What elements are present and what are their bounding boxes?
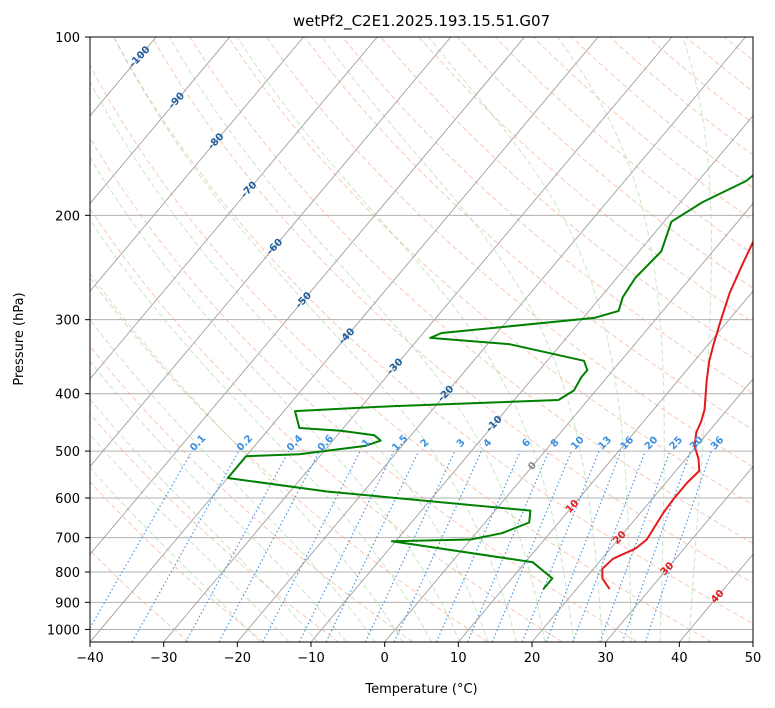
profile-series [226,174,753,590]
dry-adiabat [227,37,753,506]
skewed-isotherm [90,37,231,205]
moist-adiabat [90,272,404,642]
mixing-ratio-lines [90,450,712,642]
dry-adiabat [151,37,753,584]
moist-adiabat [321,37,603,642]
moist-adiabat [90,80,489,642]
mixing-ratio-line [325,450,420,642]
x-tick-label: 20 [524,651,541,666]
y-tick-label: 300 [55,314,80,329]
x-tick-label: 0 [381,651,389,666]
mixing-ratio-line [393,450,482,642]
skewed-isotherm [90,37,452,468]
mixing-ratio-line [90,450,193,629]
moist-adiabat [113,37,517,642]
mixing-ratio-line [131,450,240,642]
moist-adiabats [90,37,712,642]
y-tick-label: 400 [55,388,80,403]
x-tick-label: 50 [745,651,762,666]
mixing-ratio-line [467,450,550,642]
dry-adiabat [456,37,753,289]
skewed-isotherm [90,37,304,292]
x-tick-label: −40 [76,651,103,666]
skewed-isotherm [236,37,746,642]
dry-adiabat [189,37,753,545]
moist-adiabat [90,466,261,642]
x-axis-ticks: −40 −30 −20 −10 0 10 20 30 40 50 [76,642,761,666]
skewed-isotherms [90,37,753,642]
skewed-isotherm [384,202,753,642]
skewed-isotherm [457,290,753,642]
y-axis-ticks: 100 200 300 400 500 600 700 800 900 1000 [47,31,90,638]
skewed-isotherm [163,37,673,642]
skewed-isotherm [605,465,753,642]
x-tick-label: −10 [297,651,324,666]
dry-adiabat [304,37,753,431]
moist-adiabat [90,156,461,642]
dry-adiabat [90,276,488,642]
y-axis-label: Pressure (hPa) [12,292,27,385]
mixing-ratio-line [364,450,456,642]
y-tick-label: 200 [55,209,80,224]
moist-adiabat [90,360,347,642]
moist-adiabat [90,398,319,642]
dry-adiabats [90,37,753,642]
x-tick-label: −20 [224,651,251,666]
plot-frame [89,36,754,643]
x-tick-label: −30 [150,651,177,666]
dewpoint-line [226,174,753,590]
y-tick-label: 600 [55,492,80,507]
mixing-ratio-line [491,450,573,642]
mixing-ratio-line [185,450,290,642]
dry-adiabat [90,137,638,642]
pressure-grid [90,37,753,630]
mixing-ratio-line [621,450,692,642]
skewed-isotherm [531,378,753,642]
moist-adiabat [90,433,290,642]
y-tick-label: 900 [55,596,80,611]
dry-adiabat [342,37,753,394]
x-tick-label: 10 [450,651,467,666]
moist-adiabat [236,37,575,642]
y-tick-label: 700 [55,532,80,547]
y-tick-label: 500 [55,445,80,460]
x-tick-label: 40 [671,651,688,666]
temperature-line [601,239,753,590]
dry-adiabat [90,207,563,642]
moist-adiabat [556,37,665,642]
dry-adiabat [90,64,712,642]
y-tick-label: 800 [55,566,80,581]
mixing-ratio-line [599,450,671,642]
y-tick-label: 100 [55,31,80,46]
dry-adiabat [90,481,264,642]
mixing-ratio-line [644,450,712,642]
mixing-ratio-line [435,450,521,642]
x-axis-label: Temperature (°C) [364,682,477,697]
chart-title: wetPf2_C2E1.2025.193.15.51.G07 [293,12,550,31]
moist-adiabat [682,37,712,642]
x-tick-label: 30 [597,651,614,666]
y-tick-label: 1000 [47,623,80,638]
dry-adiabat [90,413,339,642]
skewed-isotherm [90,37,378,380]
skewed-isotherm [90,37,525,556]
moist-adiabat [168,37,546,642]
moist-adiabat [90,218,432,642]
moist-adiabat [428,37,632,642]
skewed-isotherm [90,37,599,642]
moist-adiabat [90,318,376,642]
